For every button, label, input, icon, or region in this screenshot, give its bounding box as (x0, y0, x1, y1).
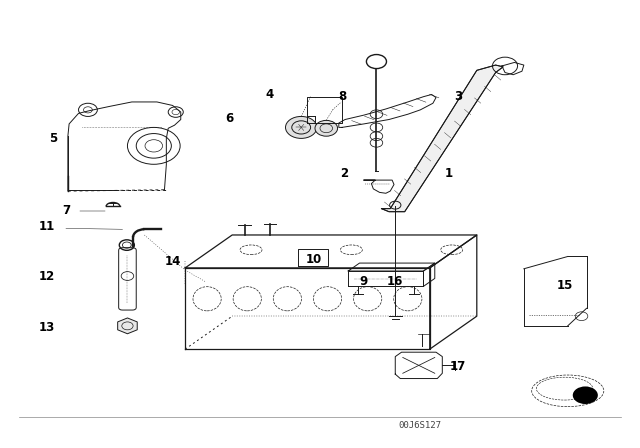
Circle shape (315, 121, 337, 136)
Text: 10: 10 (306, 253, 322, 266)
Circle shape (573, 387, 598, 404)
Text: 00J6S127: 00J6S127 (399, 421, 442, 430)
Text: 8: 8 (338, 90, 346, 103)
Text: 2: 2 (340, 167, 348, 180)
Text: 11: 11 (39, 220, 55, 233)
Text: 1: 1 (445, 167, 452, 180)
Text: 17: 17 (450, 360, 466, 373)
Text: 9: 9 (360, 275, 368, 288)
Text: 3: 3 (454, 90, 462, 103)
Text: 14: 14 (164, 255, 180, 268)
Text: 7: 7 (62, 204, 70, 217)
Circle shape (285, 116, 317, 138)
Text: 16: 16 (387, 275, 403, 288)
Text: 4: 4 (266, 88, 274, 101)
Text: 15: 15 (556, 279, 573, 292)
Text: 6: 6 (225, 112, 233, 125)
Text: 5: 5 (49, 132, 58, 145)
Text: 12: 12 (39, 270, 55, 283)
Text: 13: 13 (39, 321, 55, 334)
Polygon shape (381, 65, 503, 212)
Polygon shape (118, 318, 137, 334)
